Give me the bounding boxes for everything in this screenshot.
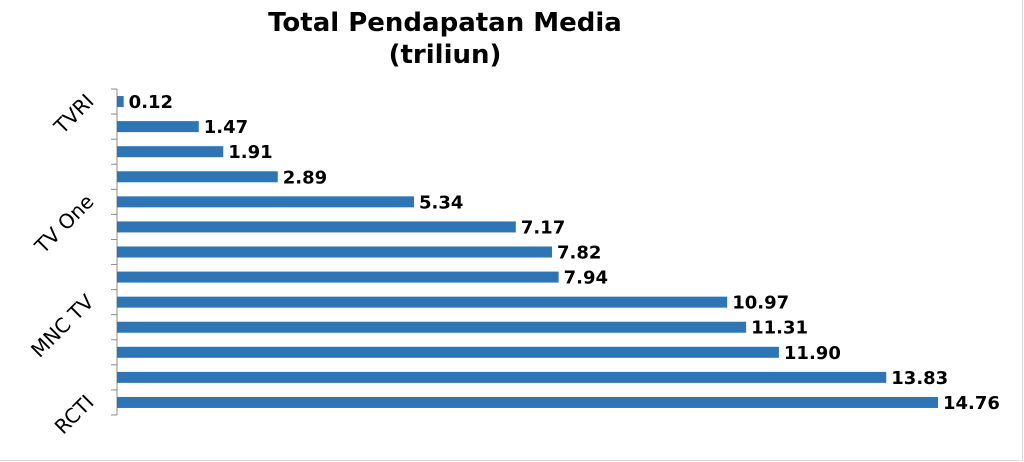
bar — [117, 396, 938, 408]
data-label: 7.94 — [564, 268, 608, 289]
data-label: 14.76 — [943, 393, 1000, 414]
chart-title: Total Pendapatan Media — [268, 8, 622, 38]
data-label: 11.31 — [751, 318, 808, 339]
data-label: 1.47 — [204, 117, 248, 138]
data-label: 7.82 — [557, 243, 601, 264]
bar — [117, 146, 224, 158]
bar — [117, 171, 278, 183]
data-label: 2.89 — [283, 167, 327, 188]
bar — [117, 321, 747, 333]
category-label: RCTI — [50, 390, 99, 439]
bar — [117, 221, 516, 233]
bar — [117, 96, 124, 108]
category-label: MNC TV — [26, 289, 99, 362]
data-label: 5.34 — [419, 192, 463, 213]
bar — [117, 371, 887, 383]
data-label: 11.90 — [784, 343, 841, 364]
data-label: 10.97 — [732, 293, 789, 314]
bar — [117, 296, 728, 308]
bar — [117, 196, 415, 208]
category-label: TV One — [29, 189, 98, 258]
bar — [117, 246, 552, 258]
data-label: 1.91 — [228, 142, 272, 163]
data-label: 7.17 — [521, 217, 565, 238]
data-label: 13.83 — [891, 368, 948, 389]
data-label: 0.12 — [129, 92, 173, 113]
chart-subtitle: (triliun) — [388, 40, 502, 70]
bar — [117, 346, 779, 358]
bar — [117, 121, 199, 133]
category-label: TVRI — [49, 89, 99, 139]
bar — [117, 271, 559, 283]
